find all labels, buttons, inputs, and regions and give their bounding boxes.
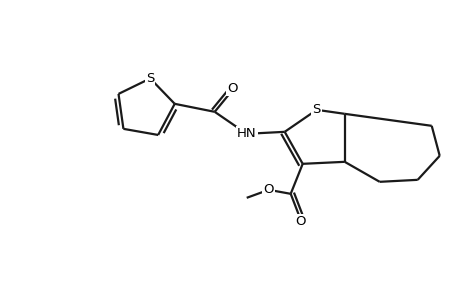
Text: S: S (146, 72, 154, 85)
Text: S: S (312, 103, 320, 116)
Text: O: O (227, 82, 237, 95)
Text: O: O (263, 183, 274, 196)
Text: O: O (295, 215, 305, 228)
Text: HN: HN (236, 127, 256, 140)
